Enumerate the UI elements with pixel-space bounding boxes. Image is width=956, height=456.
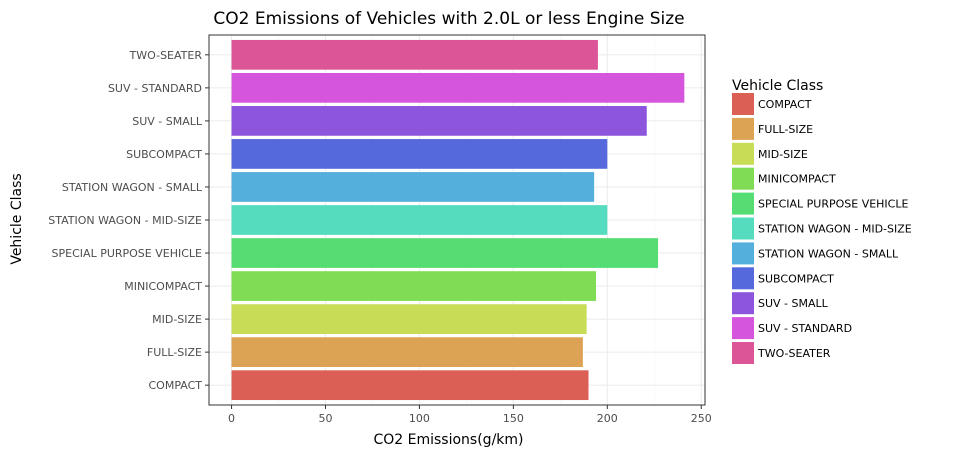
y-tick-label: FULL-SIZE bbox=[147, 346, 202, 359]
x-tick-label: 200 bbox=[597, 412, 618, 425]
bar-full-size bbox=[231, 337, 583, 368]
bar-station-wagon-small bbox=[231, 172, 595, 202]
y-tick-label: MINICOMPACT bbox=[124, 280, 202, 293]
legend-swatch bbox=[732, 267, 754, 290]
bar-station-wagon-mid-size bbox=[231, 205, 608, 235]
legend-swatch bbox=[732, 167, 754, 190]
y-tick-label: SUV - SMALL bbox=[132, 115, 203, 128]
x-tick-label: 150 bbox=[503, 412, 524, 425]
x-tick-label: 250 bbox=[691, 412, 712, 425]
y-tick-label: SUV - STANDARD bbox=[108, 82, 202, 95]
y-tick-label: MID-SIZE bbox=[152, 313, 202, 326]
legend-label: MID-SIZE bbox=[758, 148, 808, 161]
bar-suv-small bbox=[231, 106, 647, 136]
bar-mid-size bbox=[231, 304, 587, 334]
legend-swatch bbox=[732, 192, 754, 215]
legend-title: Vehicle Class bbox=[732, 78, 823, 94]
y-tick-label: SPECIAL PURPOSE VEHICLE bbox=[52, 247, 202, 260]
bar-compact bbox=[231, 370, 589, 401]
legend-label: STATION WAGON - SMALL bbox=[758, 247, 899, 260]
legend-label: TWO-SEATER bbox=[757, 347, 831, 360]
legend-swatch bbox=[732, 93, 754, 115]
legend-swatch bbox=[732, 142, 754, 165]
legend-label: COMPACT bbox=[758, 98, 812, 111]
y-tick-label: STATION WAGON - MID-SIZE bbox=[48, 214, 202, 227]
legend-label: SUV - SMALL bbox=[758, 297, 829, 310]
x-tick-label: 100 bbox=[409, 412, 430, 425]
legend-label: STATION WAGON - MID-SIZE bbox=[758, 223, 912, 236]
legend-swatch bbox=[732, 317, 754, 340]
y-tick-label: STATION WAGON - SMALL bbox=[62, 181, 203, 194]
x-axis-title: CO2 Emissions(g/km) bbox=[373, 432, 523, 448]
legend: Vehicle Class COMPACT FULL-SIZE MID-SIZE MI… bbox=[732, 78, 912, 364]
y-tick-label: COMPACT bbox=[149, 379, 203, 392]
plot-area: 0 50 100 150 200 250 COMPACT FULL-SIZE MID-SIZE M… bbox=[48, 34, 712, 425]
legend-swatch bbox=[732, 342, 754, 364]
legend-label: SUBCOMPACT bbox=[758, 272, 834, 285]
chart-title: CO2 Emissions of Vehicles with 2.0L or l… bbox=[213, 9, 684, 29]
legend-label: SUV - STANDARD bbox=[758, 322, 852, 335]
bar-subcompact bbox=[231, 139, 608, 169]
legend-label: FULL-SIZE bbox=[758, 123, 813, 136]
legend-swatch bbox=[732, 217, 754, 240]
y-tick-label: TWO-SEATER bbox=[129, 49, 203, 62]
y-axis-title: Vehicle Class bbox=[9, 173, 25, 264]
legend-label: SPECIAL PURPOSE VEHICLE bbox=[758, 198, 908, 211]
legend-swatch bbox=[732, 242, 754, 265]
legend-swatch bbox=[732, 292, 754, 315]
y-tick-label: SUBCOMPACT bbox=[126, 148, 202, 161]
bar-minicompact bbox=[231, 271, 597, 301]
bar-two-seater bbox=[231, 39, 598, 70]
bar-special-purpose-vehicle bbox=[231, 238, 659, 268]
legend-label: MINICOMPACT bbox=[758, 173, 836, 186]
legend-swatch bbox=[732, 117, 754, 140]
x-tick-label: 0 bbox=[228, 412, 235, 425]
bar-suv-standard bbox=[231, 72, 685, 103]
x-tick-label: 50 bbox=[318, 412, 332, 425]
